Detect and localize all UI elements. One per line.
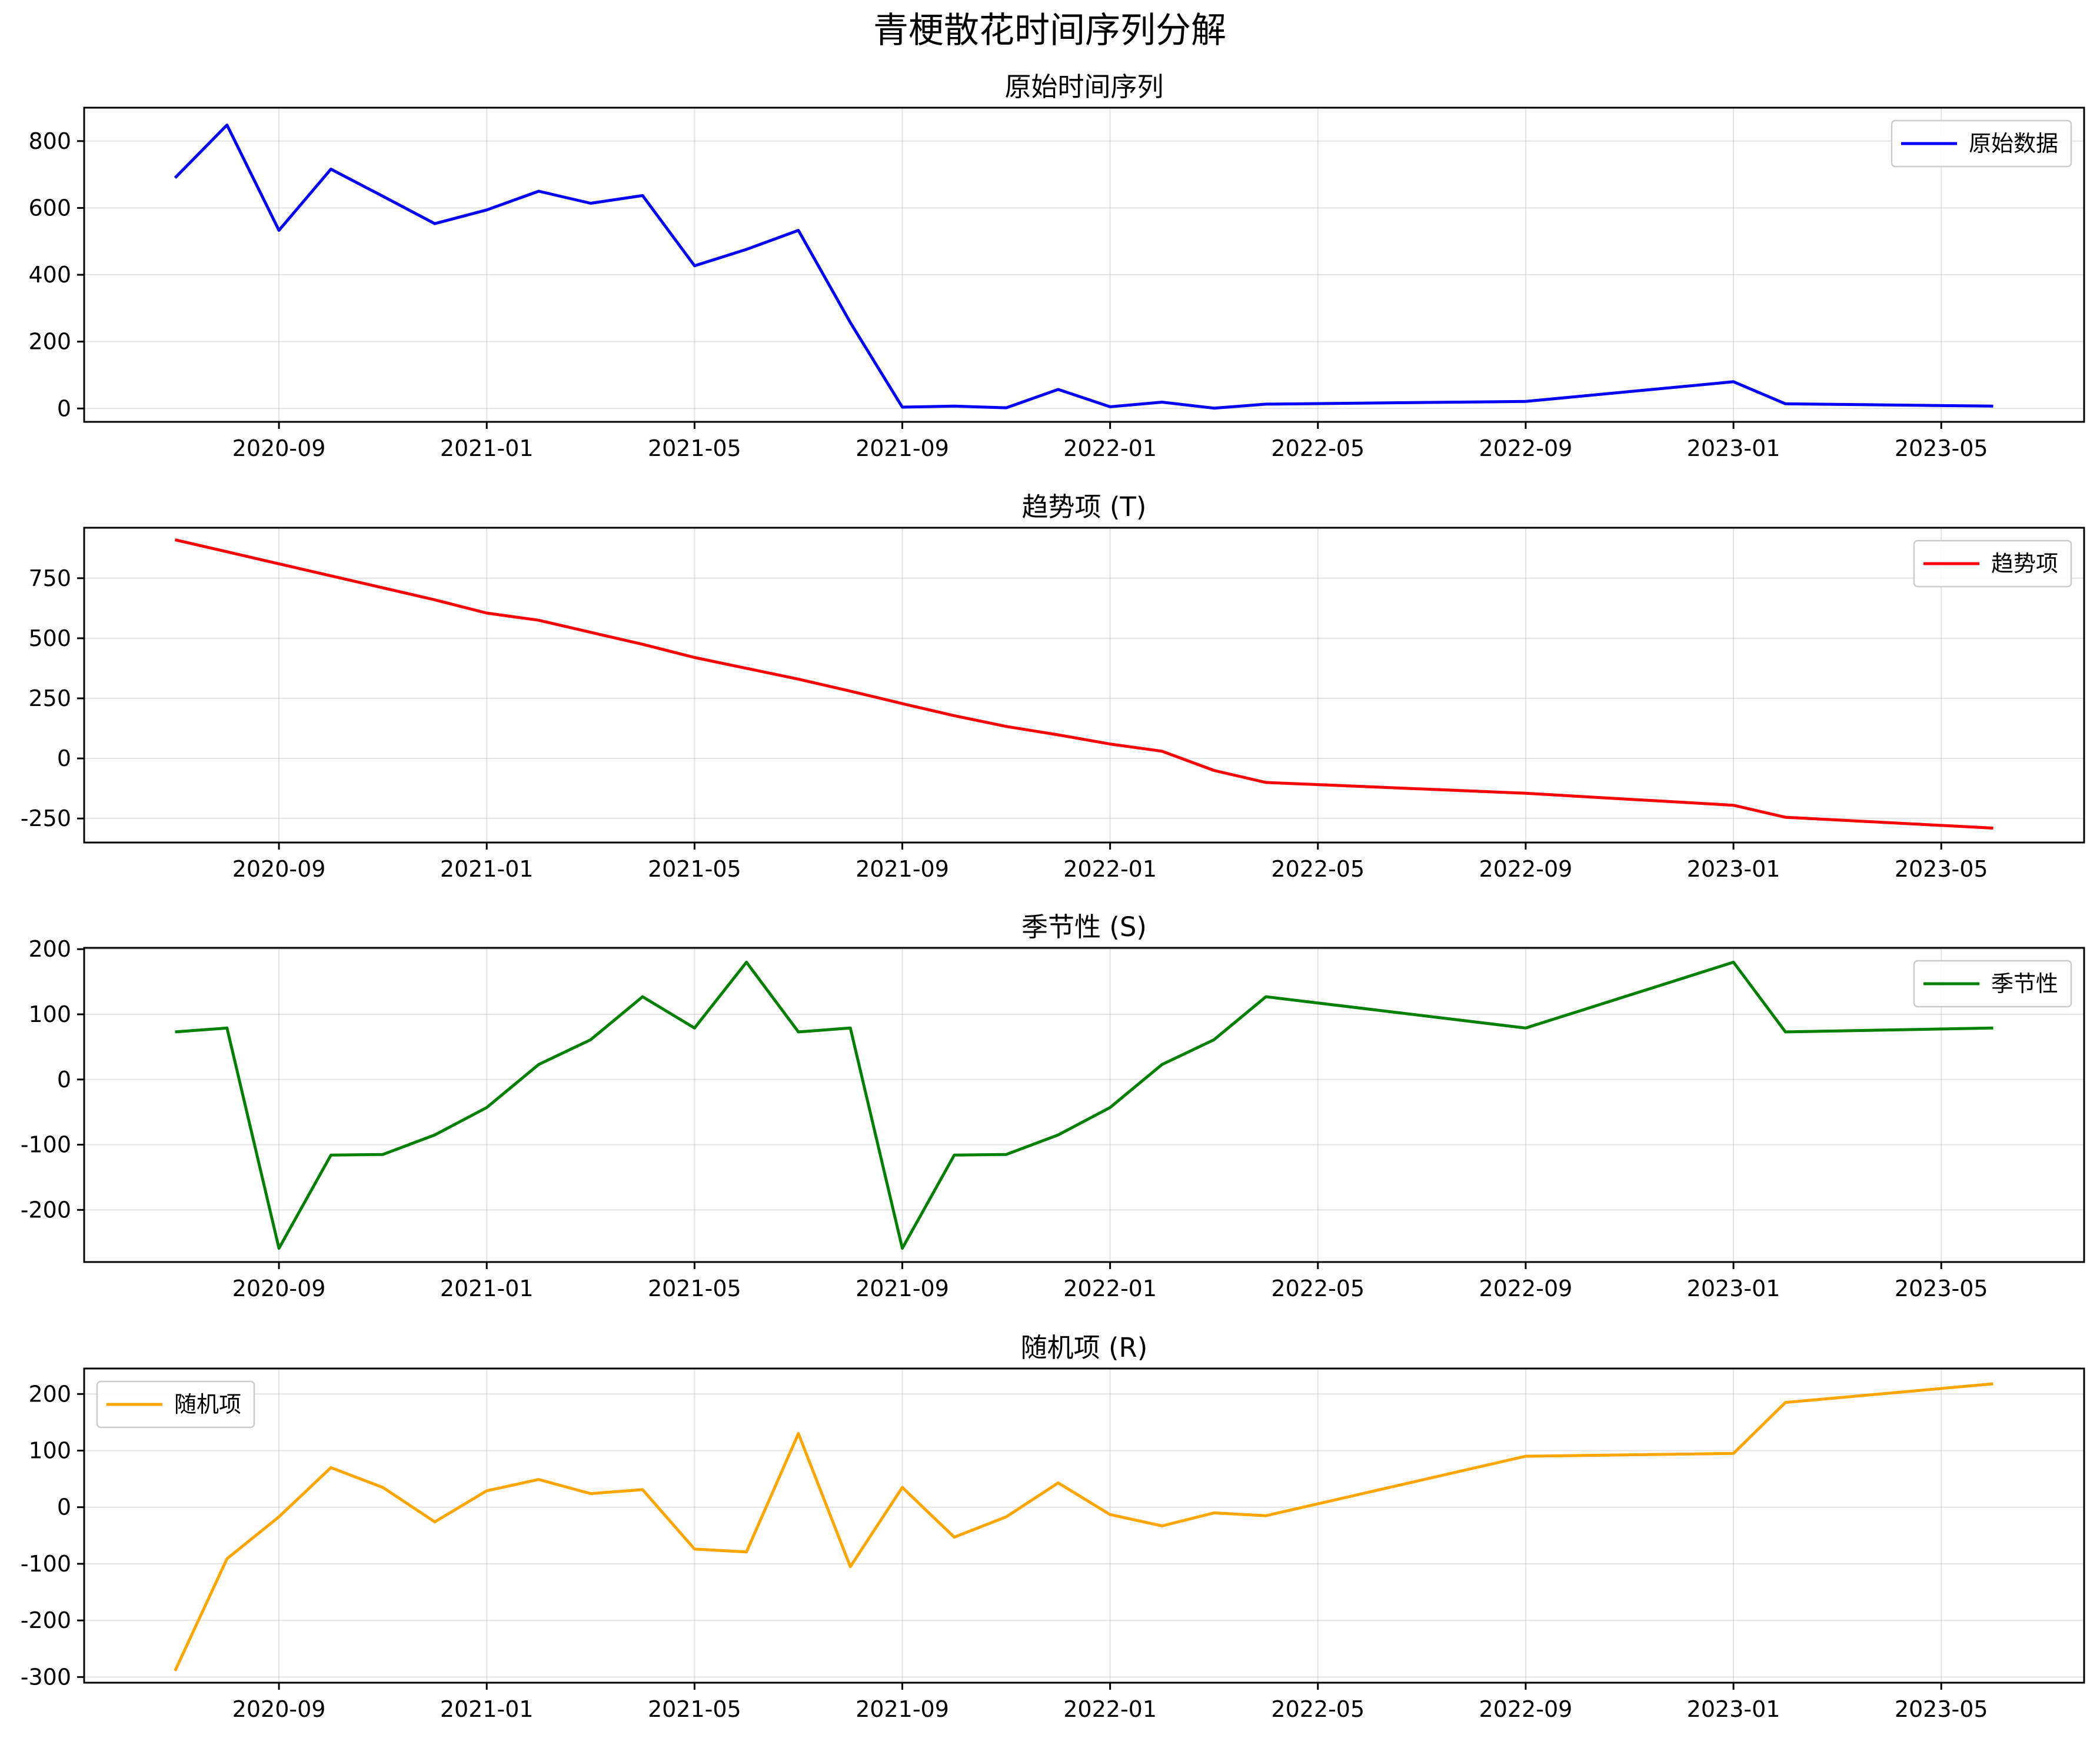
y-tick-label: 100 [28, 1001, 71, 1027]
legend-frame [1891, 119, 2072, 168]
x-tick-label: 2021-05 [648, 856, 741, 882]
panel-2: 趋势项 (T) 2020-09 2021-01 2021-05 2021-09 2022-… [21, 491, 2085, 882]
panel-title: 随机项 (R) [1021, 1332, 1148, 1363]
x-tick-label: 2021-09 [856, 435, 949, 461]
x-tick-label: 2021-01 [440, 856, 534, 882]
y-tick-label: 250 [28, 685, 71, 711]
legend: 趋势项 [1913, 540, 2072, 588]
x-tick-label: 2021-05 [648, 1276, 741, 1301]
x-tick-label: 2023-05 [1895, 1696, 1988, 1722]
x-tick-label: 2022-05 [1271, 1276, 1364, 1301]
x-tick-label: 2023-05 [1895, 435, 1988, 461]
series-line [174, 1382, 1993, 1672]
x-tick-label: 2022-05 [1271, 1696, 1364, 1722]
panel-3: 季节性 (S) 2020-09 2021-01 2021-05 2021-09 2022-… [21, 911, 2085, 1301]
y-tick-label: -300 [21, 1664, 71, 1690]
panel-1: 原始时间序列 2020-09 2021-01 2021-05 2021-09 2022-0… [28, 71, 2085, 461]
y-tick-label: 0 [57, 395, 71, 421]
x-tick-label: 2021-09 [856, 1696, 949, 1722]
y-tick-label: 0 [57, 1067, 71, 1093]
x-tick-label: 2022-01 [1063, 1276, 1157, 1301]
x-tick-label: 2021-05 [648, 435, 741, 461]
y-tick-label: 600 [28, 195, 71, 221]
x-tick-label: 2022-01 [1063, 435, 1157, 461]
legend-label: 原始数据 [1969, 131, 2058, 157]
y-tick-label: -250 [21, 805, 71, 831]
legend-label: 季节性 [1991, 971, 2058, 997]
series-line [174, 538, 1993, 830]
legend-label: 随机项 [174, 1391, 241, 1417]
y-tick-label: -100 [21, 1132, 71, 1158]
x-tick-label: 2023-01 [1687, 1696, 1780, 1722]
x-tick-label: 2021-01 [440, 435, 534, 461]
y-tick-label: 100 [28, 1438, 71, 1464]
legend-frame [96, 1380, 255, 1429]
x-tick-label: 2022-01 [1063, 1696, 1157, 1722]
y-tick-label: 200 [28, 329, 71, 355]
legend: 随机项 [96, 1380, 255, 1429]
panel-title: 季节性 (S) [1021, 911, 1147, 943]
panel-title: 原始时间序列 [1004, 71, 1163, 102]
x-tick-label: 2020-09 [232, 1276, 326, 1301]
x-tick-label: 2021-05 [648, 1696, 741, 1722]
y-tick-label: 500 [28, 625, 71, 651]
x-tick-label: 2021-09 [856, 856, 949, 882]
x-tick-label: 2022-01 [1063, 856, 1157, 882]
y-tick-label: 750 [28, 565, 71, 591]
x-tick-label: 2020-09 [232, 1696, 326, 1722]
x-tick-label: 2020-09 [232, 856, 326, 882]
panel-title: 趋势项 (T) [1022, 491, 1147, 522]
panel-4: 随机项 (R) 2020-09 2021-01 2021-05 2021-09 2022-… [21, 1332, 2085, 1722]
legend: 原始数据 [1891, 119, 2072, 168]
y-tick-label: 200 [28, 936, 71, 962]
x-tick-label: 2023-01 [1687, 1276, 1780, 1301]
x-tick-label: 2022-05 [1271, 435, 1364, 461]
y-tick-label: 200 [28, 1381, 71, 1407]
series-line [174, 124, 1993, 410]
x-tick-label: 2022-09 [1479, 435, 1573, 461]
x-tick-label: 2023-05 [1895, 856, 1988, 882]
x-tick-label: 2021-09 [856, 1276, 949, 1301]
y-tick-label: 0 [57, 1494, 71, 1520]
legend-label: 趋势项 [1991, 551, 2058, 577]
y-tick-label: -200 [21, 1197, 71, 1223]
x-tick-label: 2021-01 [440, 1696, 534, 1722]
legend-frame [1913, 960, 2072, 1008]
x-tick-label: 2022-05 [1271, 856, 1364, 882]
x-tick-label: 2020-09 [232, 435, 326, 461]
y-tick-label: -200 [21, 1607, 71, 1633]
axes-frame [83, 947, 2085, 1263]
legend: 季节性 [1913, 960, 2072, 1008]
x-tick-label: 2023-01 [1687, 856, 1780, 882]
x-tick-label: 2022-09 [1479, 1276, 1573, 1301]
x-tick-label: 2023-05 [1895, 1276, 1988, 1301]
y-tick-label: 400 [28, 262, 71, 288]
y-tick-label: 0 [57, 745, 71, 771]
axes-frame [83, 1367, 2085, 1684]
y-tick-label: -100 [21, 1551, 71, 1577]
axes-frame [83, 106, 2085, 423]
x-tick-label: 2023-01 [1687, 435, 1780, 461]
x-tick-label: 2021-01 [440, 1276, 534, 1301]
y-tick-label: 800 [28, 128, 71, 154]
axes-frame [83, 527, 2085, 844]
figure-title: 青梗散花时间序列分解 [873, 10, 1226, 51]
legend-frame [1913, 540, 2072, 588]
x-tick-label: 2022-09 [1479, 1696, 1573, 1722]
x-tick-label: 2022-09 [1479, 856, 1573, 882]
series-line [175, 960, 1993, 1250]
